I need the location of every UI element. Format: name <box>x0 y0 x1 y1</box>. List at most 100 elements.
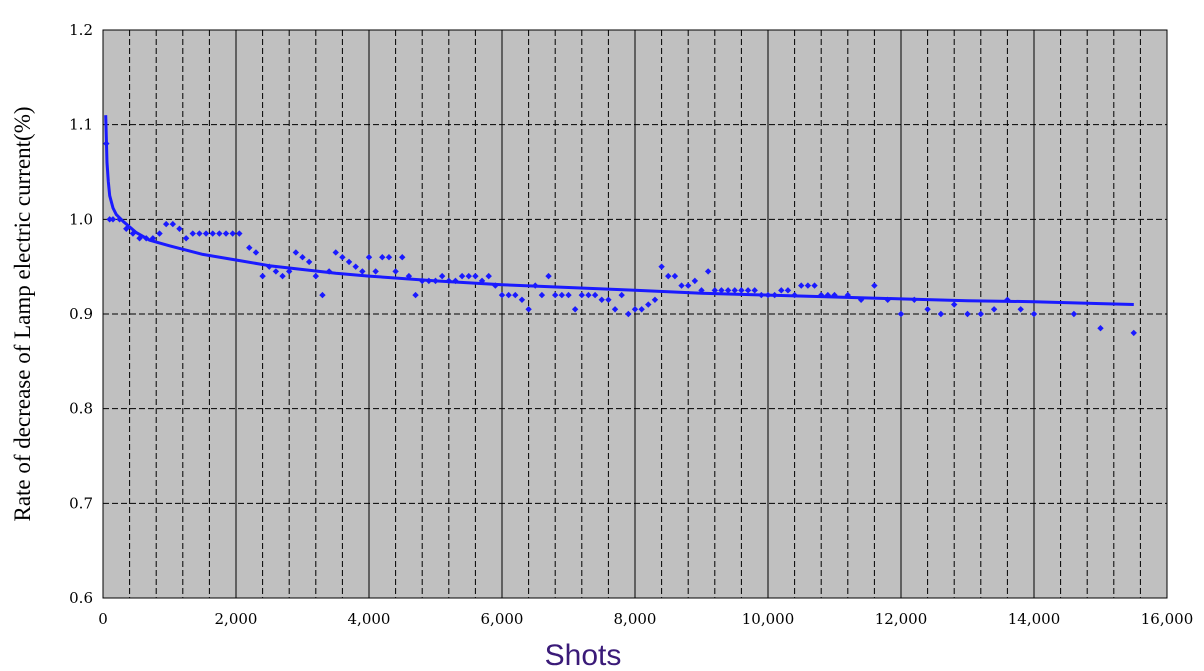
data-point <box>259 272 266 280</box>
data-point <box>425 277 433 285</box>
data-point <box>990 306 998 313</box>
data-point <box>149 235 157 242</box>
data-point <box>591 291 599 299</box>
data-point <box>379 254 386 261</box>
data-point <box>618 291 625 299</box>
data-point <box>286 268 293 275</box>
data-point <box>299 254 306 261</box>
x-tick-label: 10,000 <box>742 610 795 628</box>
data-point <box>758 291 765 299</box>
data-point <box>103 140 110 147</box>
data-point <box>691 277 699 285</box>
data-point <box>671 272 679 280</box>
data-point <box>824 291 832 299</box>
data-point <box>751 287 758 294</box>
data-point <box>571 306 579 313</box>
data-point <box>711 287 718 294</box>
data-point <box>222 230 230 237</box>
data-point <box>798 282 805 289</box>
data-point <box>811 282 818 289</box>
grid <box>103 30 1167 598</box>
data-point <box>136 235 143 242</box>
data-point <box>465 272 472 280</box>
data-point <box>724 287 732 294</box>
data-point <box>498 291 506 299</box>
data-point <box>764 291 772 299</box>
data-point <box>419 277 426 285</box>
data-point <box>365 254 373 261</box>
data-point <box>924 306 931 313</box>
data-point <box>545 272 552 280</box>
data-point <box>246 244 253 251</box>
data-point <box>196 230 203 237</box>
data-points-layer <box>103 140 1137 337</box>
y-tick-label: 0.6 <box>69 589 93 607</box>
data-point <box>871 282 878 289</box>
data-point <box>345 258 353 266</box>
data-point <box>109 216 117 223</box>
data-point <box>818 291 825 299</box>
y-tick-label: 1.0 <box>69 210 93 228</box>
data-point <box>229 230 236 237</box>
data-point <box>784 287 792 294</box>
data-point <box>718 287 725 294</box>
data-point <box>279 272 286 280</box>
data-point <box>272 268 280 275</box>
data-point <box>964 310 971 318</box>
data-point <box>1017 306 1024 313</box>
x-tick-label: 0 <box>98 610 108 628</box>
data-point <box>385 254 393 261</box>
data-point <box>1097 325 1104 332</box>
x-tick-labels: 0 2,000 4,000 6,000 8,000 10,000 12,000 14,000 1… <box>98 610 1193 628</box>
data-point <box>831 291 838 299</box>
data-point <box>372 268 379 275</box>
data-point <box>399 254 406 261</box>
data-point <box>176 225 183 232</box>
data-point <box>685 282 692 289</box>
data-point <box>977 310 984 318</box>
data-point <box>645 301 652 308</box>
data-point <box>884 296 891 303</box>
data-point <box>605 296 612 303</box>
x-axis-label: Shots <box>545 639 622 671</box>
y-tick-label: 0.8 <box>69 400 93 418</box>
data-point <box>236 230 243 237</box>
data-point <box>202 230 210 237</box>
data-point <box>292 249 300 256</box>
y-axis-label: Rate of decrease of Lamp electric curren… <box>10 106 35 521</box>
data-point <box>951 301 958 308</box>
data-point <box>844 291 851 299</box>
data-point <box>1030 310 1038 318</box>
data-point <box>738 287 745 294</box>
x-tick-label: 14,000 <box>1008 610 1061 628</box>
data-point <box>352 263 359 270</box>
data-point <box>505 291 512 299</box>
data-point <box>558 291 566 299</box>
data-point <box>658 263 665 270</box>
fitted-curve-layer <box>104 115 1134 306</box>
data-point <box>532 282 539 289</box>
x-tick-label: 12,000 <box>875 610 928 628</box>
data-point <box>216 230 223 237</box>
data-point <box>492 282 499 289</box>
x-tick-label: 6,000 <box>481 610 524 628</box>
data-point <box>359 268 366 275</box>
fitted-curve <box>104 115 1134 306</box>
data-point <box>897 310 905 318</box>
data-point <box>332 249 339 256</box>
data-point <box>937 310 945 318</box>
y-tick-label: 1.1 <box>69 116 93 134</box>
data-point <box>518 296 526 303</box>
data-point <box>611 306 619 313</box>
data-point <box>319 291 326 299</box>
data-point <box>432 277 439 285</box>
data-point <box>123 225 130 232</box>
data-point <box>857 296 865 303</box>
data-point <box>452 277 459 285</box>
data-point <box>585 291 592 299</box>
data-point <box>106 216 113 223</box>
data-point <box>651 296 659 303</box>
x-tick-label: 2,000 <box>215 610 258 628</box>
data-point <box>485 272 492 280</box>
